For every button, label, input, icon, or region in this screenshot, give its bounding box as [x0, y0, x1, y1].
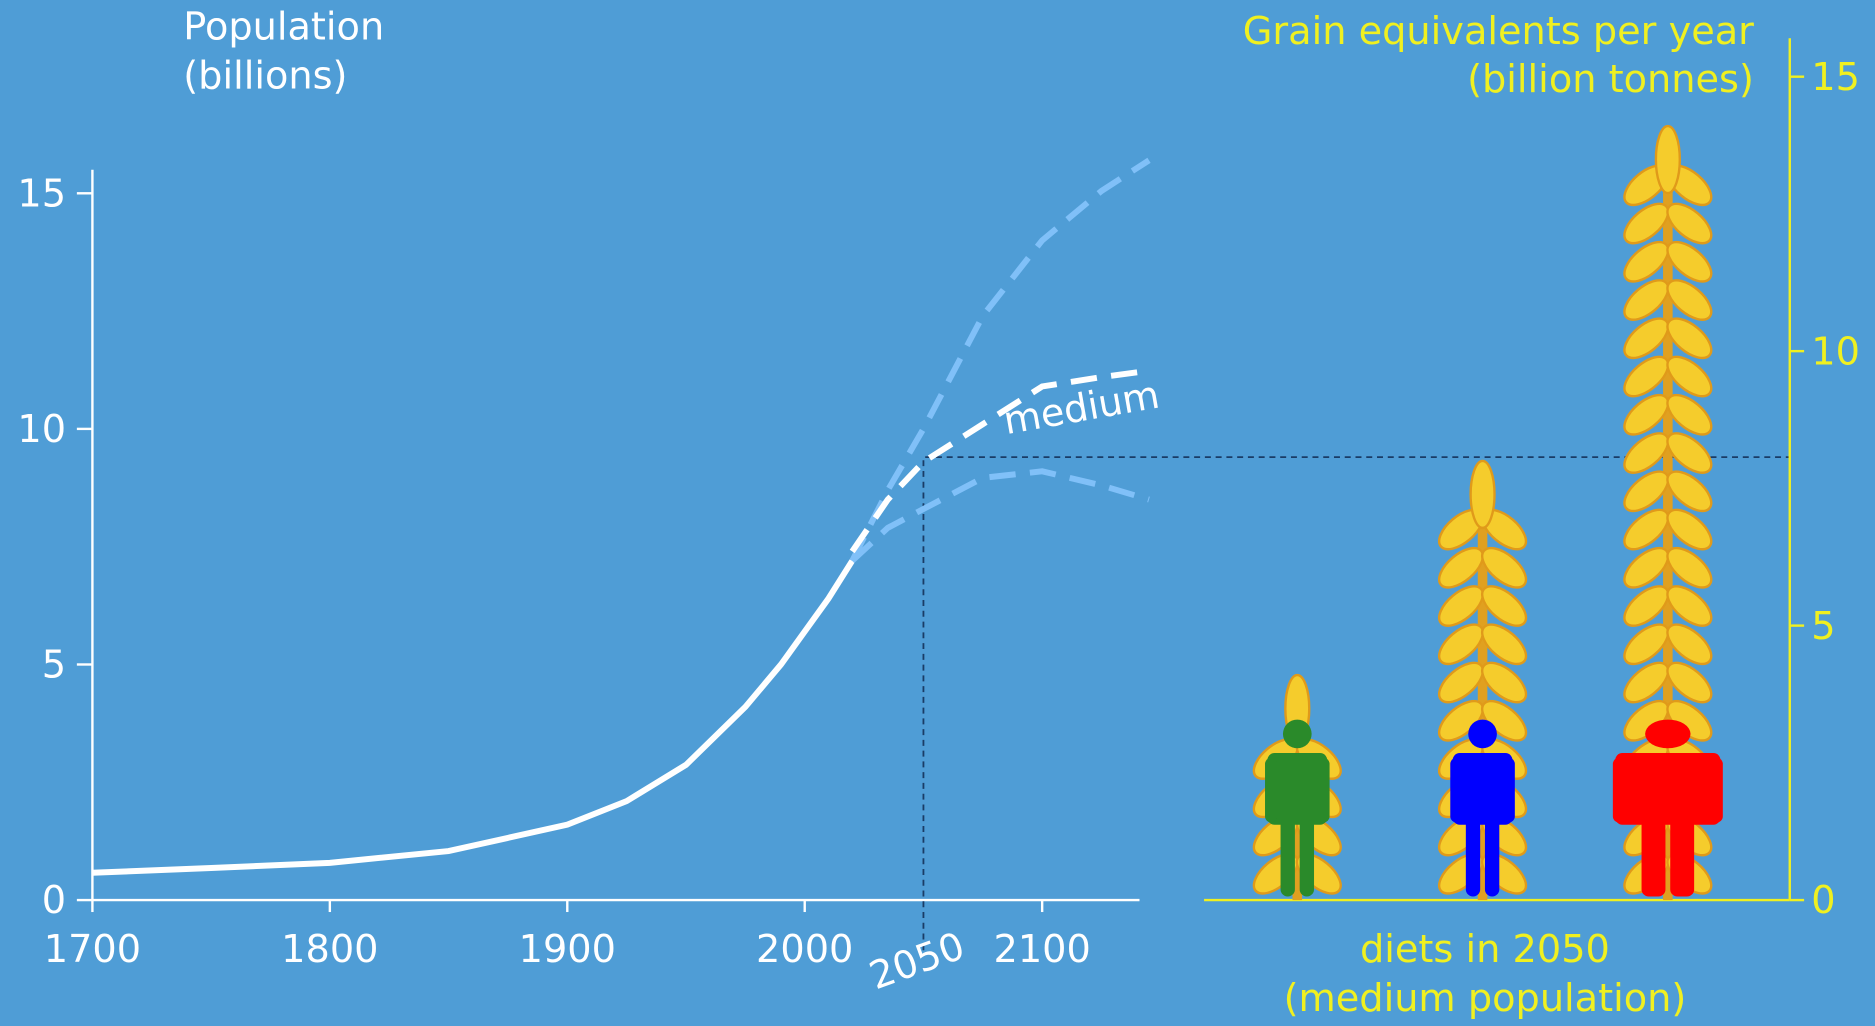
line: [850, 468, 1150, 564]
y-axis-title: (billions): [183, 53, 347, 98]
leaf: [1438, 585, 1485, 627]
head: [1282, 719, 1312, 749]
person-icon: [1265, 719, 1330, 897]
leaf: [1666, 470, 1713, 513]
leaf: [1666, 661, 1713, 704]
arm: [1450, 757, 1463, 823]
leaf-tip: [1469, 459, 1496, 530]
leaf: [1666, 240, 1713, 283]
x-tick-label: 1700: [44, 927, 141, 972]
leaf: [1666, 585, 1713, 627]
wheat-bar: [1438, 459, 1528, 901]
leg: [1299, 812, 1315, 897]
y-tick-label: 0: [1811, 878, 1835, 923]
y-tick-label: 5: [42, 643, 66, 688]
leaf: [1438, 661, 1485, 704]
leaf: [1623, 317, 1670, 360]
x-tick-label: 1900: [519, 927, 616, 972]
arm: [1502, 757, 1515, 823]
y-tick-label: 0: [42, 878, 66, 923]
y-axis-title: Population: [183, 4, 384, 49]
arm: [1317, 757, 1330, 823]
y-tick-label: 15: [17, 171, 66, 216]
leaf: [1623, 546, 1670, 589]
leaf: [1666, 508, 1713, 551]
leaf: [1481, 623, 1528, 666]
leg: [1465, 812, 1481, 897]
stem: [1477, 484, 1488, 901]
leaf: [1623, 432, 1670, 474]
leaf: [1666, 546, 1713, 589]
y-tick-label: 10: [1811, 329, 1860, 374]
leg: [1484, 812, 1500, 897]
line: [849, 369, 1138, 554]
leaf: [1623, 240, 1670, 283]
leaf: [1623, 585, 1670, 627]
y2-axis-title: Grain equivalents per year: [1243, 9, 1754, 54]
leaf-tip: [1654, 124, 1681, 195]
leaf: [1666, 355, 1713, 398]
arm: [1265, 757, 1277, 823]
x-tick-label: 2100: [993, 927, 1090, 972]
arm: [1710, 757, 1723, 823]
head: [1468, 719, 1497, 749]
leaf: [1623, 202, 1670, 245]
y-tick-label: 10: [17, 407, 66, 452]
torso: [1452, 753, 1513, 825]
y-tick-label: 15: [1811, 55, 1860, 100]
leaf: [1623, 393, 1670, 436]
y2-axis-title: (billion tonnes): [1467, 57, 1754, 102]
leaf: [1623, 508, 1670, 551]
torso: [1615, 753, 1721, 825]
y-tick-label: 5: [1811, 604, 1835, 649]
leg: [1280, 812, 1295, 897]
line: [849, 157, 1151, 563]
reference-line: [922, 456, 1790, 951]
leaf: [1666, 432, 1713, 474]
x-tick-label: 2000: [756, 927, 853, 972]
leaf: [1438, 623, 1485, 666]
leaf: [1623, 470, 1670, 513]
leaf: [1623, 623, 1670, 666]
leaf: [1481, 585, 1528, 627]
leaf: [1438, 546, 1485, 589]
x-axis-title: (medium population): [1284, 976, 1687, 1021]
person-icon: [1612, 719, 1723, 897]
head: [1645, 719, 1691, 749]
line: [92, 559, 855, 876]
leaf: [1666, 317, 1713, 360]
x-tick-label: 1800: [281, 927, 378, 972]
leaf: [1623, 279, 1670, 321]
leaf: [1481, 661, 1528, 704]
leaf: [1666, 279, 1713, 321]
leg: [1641, 812, 1666, 897]
leaf: [1666, 623, 1713, 666]
x-axis-title: diets in 2050: [1360, 927, 1610, 972]
leaf: [1623, 355, 1670, 398]
leaf: [1623, 661, 1670, 704]
arm: [1612, 757, 1625, 823]
leg: [1670, 812, 1695, 897]
leaf: [1666, 393, 1713, 436]
stem: [1663, 149, 1673, 901]
leaf: [1666, 202, 1713, 245]
leaf: [1481, 546, 1528, 589]
torso: [1267, 753, 1328, 825]
person-icon: [1450, 719, 1515, 897]
